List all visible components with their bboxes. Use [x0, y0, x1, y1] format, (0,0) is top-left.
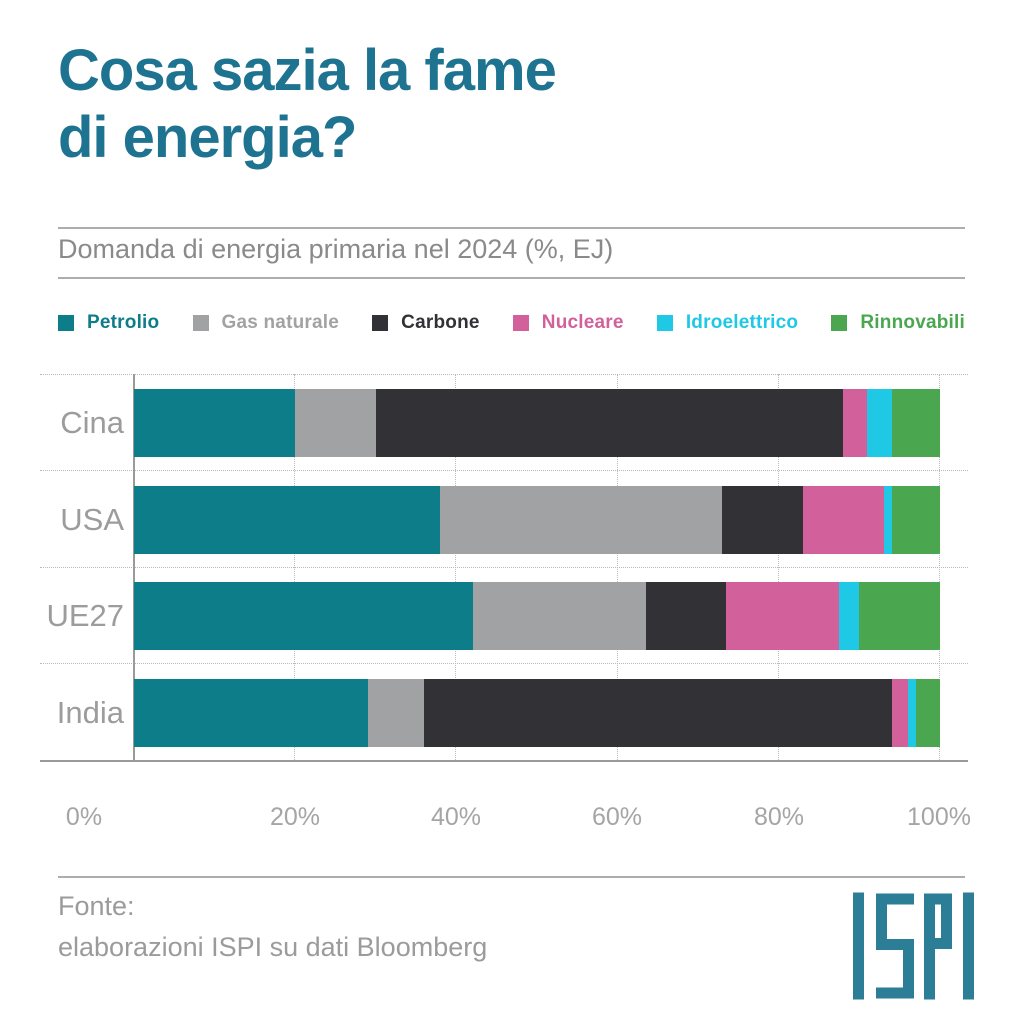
- bar-segment-ue27-rinnovabili: [859, 582, 940, 650]
- y-axis-line: [133, 374, 135, 760]
- legend-swatch-icon: [372, 315, 389, 331]
- divider-subtitle: [58, 277, 965, 279]
- row-separator: [40, 470, 968, 471]
- bar-segment-ue27-idroelettrico: [839, 582, 860, 650]
- bar-segment-ue27-nucleare: [726, 582, 840, 650]
- row-separator: [40, 567, 968, 568]
- plot-area: Cina USA UE27 India: [40, 374, 968, 762]
- bar-india: [134, 679, 940, 747]
- ispi-logo-graphic: [853, 892, 974, 1000]
- bar-segment-usa-petrolio: [134, 486, 441, 554]
- divider-footer: [58, 876, 965, 878]
- bar-segment-usa-nucleare: [802, 486, 884, 554]
- x-tick-100: 100%: [907, 803, 971, 831]
- x-tick-60: 60%: [591, 803, 643, 831]
- legend-item-nucleare: Nucleare: [512, 312, 624, 334]
- divider-top: [58, 227, 965, 229]
- row-label-ue27: UE27: [46, 598, 124, 633]
- gridline-80pct: [778, 374, 779, 760]
- legend-swatch-icon: [192, 315, 209, 331]
- row-label-cina: Cina: [60, 405, 124, 440]
- gridline-20pct: [294, 374, 295, 760]
- bar-segment-india-idroelettrico: [907, 679, 916, 747]
- legend-label: Petrolio: [87, 312, 160, 333]
- x-tick-40: 40%: [430, 803, 482, 831]
- row-label-india: India: [56, 695, 124, 730]
- legend-label: Rinnovabili: [860, 312, 965, 333]
- bar-segment-cina-idroelettrico: [867, 389, 892, 457]
- page-title: Cosa sazia la fame di energia?: [58, 38, 557, 170]
- bar-usa: [134, 486, 940, 554]
- x-tick-20: 20%: [269, 803, 321, 831]
- chart-subtitle: Domanda di energia primaria nel 2024 (%,…: [58, 234, 614, 264]
- bar-segment-cina-nucleare: [843, 389, 868, 457]
- chart-legend: Petrolio Gas naturale Carbone Nucleare Idroe…: [58, 312, 965, 334]
- row-separator: [40, 374, 968, 375]
- legend-swatch-icon: [656, 315, 673, 331]
- x-tick-80: 80%: [753, 803, 805, 831]
- legend-item-carbone: Carbone: [372, 312, 479, 334]
- legend-swatch-icon: [58, 315, 74, 331]
- gridline-100pct: [939, 374, 940, 760]
- bar-segment-india-nucleare: [891, 679, 908, 747]
- gridline-40pct: [455, 374, 456, 760]
- gridline-60pct: [617, 374, 618, 760]
- bar-segment-cina-petrolio: [134, 389, 296, 457]
- x-axis-line: [40, 760, 968, 762]
- legend-swatch-icon: [512, 315, 529, 331]
- row-separator: [40, 663, 968, 664]
- x-tick-0: 0%: [65, 803, 103, 831]
- bar-segment-ue27-gas-naturale: [472, 582, 646, 650]
- legend-item-gas-naturale: Gas naturale: [192, 312, 340, 334]
- row-label-usa: USA: [60, 502, 124, 537]
- bar-segment-ue27-carbone: [645, 582, 727, 650]
- source-note: Fonte: elaborazioni ISPI su dati Bloombe…: [58, 891, 488, 962]
- bar-segment-usa-rinnovabili: [891, 486, 940, 554]
- bar-segment-usa-carbone: [722, 486, 803, 554]
- bar-cina: [134, 389, 940, 457]
- legend-item-idroelettrico: Idroelettrico: [656, 312, 799, 334]
- bar-segment-usa-idroelettrico: [883, 486, 892, 554]
- bar-segment-india-gas-naturale: [367, 679, 425, 747]
- legend-swatch-icon: [831, 315, 848, 331]
- bar-segment-cina-carbone: [375, 389, 844, 457]
- bar-segment-india-rinnovabili: [915, 679, 940, 747]
- bar-segment-ue27-petrolio: [134, 582, 473, 650]
- legend-label: Idroelettrico: [685, 312, 799, 333]
- bar-segment-cina-rinnovabili: [891, 389, 940, 457]
- legend-label: Gas naturale: [221, 312, 340, 333]
- bar-ue27: [134, 582, 940, 650]
- bar-segment-india-petrolio: [134, 679, 368, 747]
- legend-item-rinnovabili: Rinnovabili: [831, 312, 965, 334]
- bar-segment-india-carbone: [424, 679, 892, 747]
- legend-label: Carbone: [401, 312, 480, 333]
- ispi-logo: ISPI: [852, 891, 978, 1003]
- x-axis-ticks: 0% 20% 40% 60% 80% 100%: [58, 803, 971, 833]
- bar-segment-usa-gas-naturale: [440, 486, 723, 554]
- legend-item-petrolio: Petrolio: [58, 312, 159, 334]
- legend-label: Nucleare: [541, 312, 624, 333]
- bar-segment-cina-gas-naturale: [295, 389, 376, 457]
